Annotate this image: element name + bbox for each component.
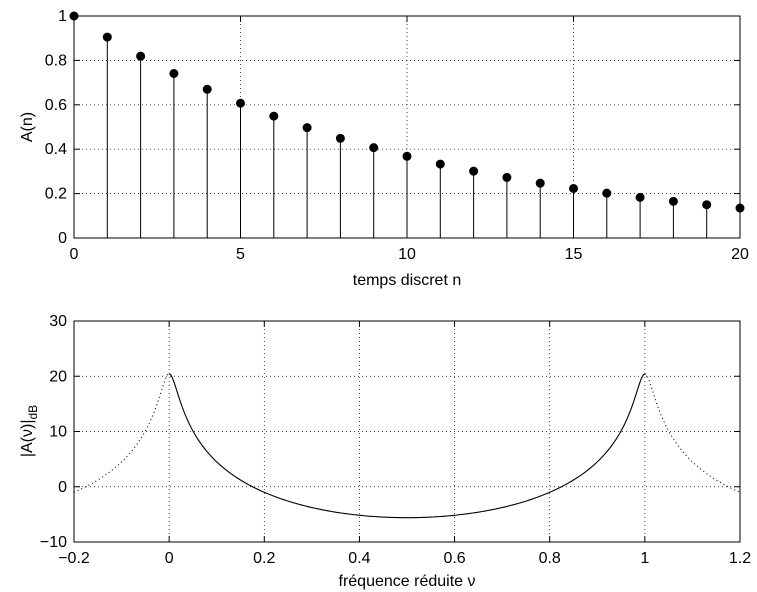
stem-marker bbox=[502, 172, 512, 182]
stem-marker bbox=[402, 151, 412, 161]
subplot-amplitude-vs-time: 0 5 10 15 20 00.20.40.60.81 temps discret n … bbox=[19, 8, 749, 289]
x-axis-label: fréquence réduite ν bbox=[339, 573, 476, 590]
subplot-frequency-response: −0.2 0 0.2 0.4 0.6 0.8 1 1.2 −10 0 10 20 30 fréquen… bbox=[19, 313, 751, 590]
x-tick-label: 0.4 bbox=[348, 550, 370, 567]
curves bbox=[73, 373, 741, 519]
stem-marker bbox=[435, 159, 445, 169]
x-tick-label: 0.8 bbox=[539, 550, 561, 567]
stem-marker bbox=[302, 123, 312, 133]
x-tick-label: 20 bbox=[731, 246, 749, 263]
x-tick-labels: −0.2 0 0.2 0.4 0.6 0.8 1 1.2 bbox=[58, 550, 751, 567]
x-tick-label: 1 bbox=[640, 550, 649, 567]
y-axis-label-subscript: dB bbox=[26, 405, 40, 420]
stem-marker bbox=[269, 111, 279, 121]
y-tick-label: −10 bbox=[40, 534, 67, 551]
x-tick-label: 10 bbox=[398, 246, 416, 263]
stem-marker bbox=[602, 188, 612, 198]
x-tick-label: 5 bbox=[236, 246, 245, 263]
stem-marker bbox=[202, 84, 212, 94]
x-tick-label: 0.2 bbox=[253, 550, 275, 567]
y-tick-labels: −10 0 10 20 30 bbox=[40, 313, 67, 551]
stems bbox=[73, 16, 741, 238]
x-tick-label: 15 bbox=[565, 246, 583, 263]
y-tick-label: 0.8 bbox=[45, 52, 67, 69]
stem-marker bbox=[136, 51, 146, 61]
response-curve-dotted bbox=[73, 373, 170, 493]
x-tick-label: 0 bbox=[70, 246, 79, 263]
x-axis-label: temps discret n bbox=[353, 272, 461, 289]
stem-marker bbox=[369, 143, 379, 153]
y-tick-label: 20 bbox=[49, 368, 67, 385]
stem-marker bbox=[335, 133, 345, 143]
stem-marker bbox=[735, 203, 745, 213]
y-tick-label: 0.2 bbox=[45, 186, 67, 203]
y-tick-label: 30 bbox=[49, 313, 67, 330]
x-tick-labels: 0 5 10 15 20 bbox=[70, 246, 749, 263]
y-tick-label: 10 bbox=[49, 424, 67, 441]
stem-marker bbox=[69, 11, 79, 21]
markers bbox=[69, 11, 745, 213]
y-tick-label: 0 bbox=[58, 230, 67, 247]
stem-marker bbox=[535, 178, 545, 188]
y-tick-label: 0 bbox=[58, 479, 67, 496]
y-tick-label: 0.6 bbox=[45, 97, 67, 114]
stem-marker bbox=[469, 166, 479, 176]
y-tick-label: 0.4 bbox=[45, 141, 67, 158]
stem-marker bbox=[635, 192, 645, 202]
y-tick-labels: 0 0.2 0.4 0.6 0.8 1 bbox=[45, 8, 67, 247]
y-axis-label: A(n) bbox=[19, 112, 36, 142]
stem-marker bbox=[668, 196, 678, 206]
grid-lines bbox=[74, 321, 740, 542]
x-tick-label: 0.6 bbox=[443, 550, 465, 567]
x-tick-label: −0.2 bbox=[58, 550, 90, 567]
y-axis-label: |A(ν)|dB bbox=[19, 405, 40, 457]
x-tick-label: 1.2 bbox=[729, 550, 751, 567]
x-tick-label: 0 bbox=[165, 550, 174, 567]
stem-marker bbox=[169, 68, 179, 78]
stem-marker bbox=[236, 98, 245, 108]
stem-marker bbox=[569, 183, 578, 193]
response-curve-solid bbox=[168, 373, 646, 519]
y-tick-label: 1 bbox=[58, 8, 67, 25]
tick-marks bbox=[73, 320, 741, 543]
response-curve-dotted bbox=[644, 373, 741, 493]
stem-marker bbox=[702, 200, 712, 210]
y-axis-label-main: |A(ν)| bbox=[19, 420, 36, 458]
stem-marker bbox=[102, 32, 112, 42]
